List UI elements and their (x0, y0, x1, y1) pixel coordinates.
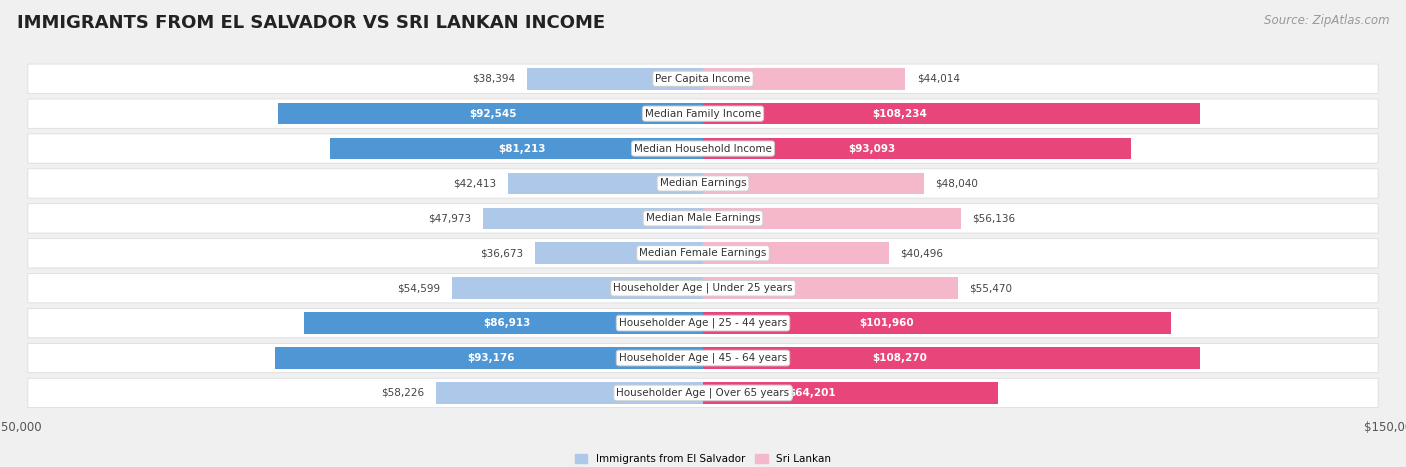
Text: $108,234: $108,234 (872, 109, 927, 119)
FancyBboxPatch shape (28, 308, 1378, 338)
Text: Source: ZipAtlas.com: Source: ZipAtlas.com (1264, 14, 1389, 27)
Text: $42,413: $42,413 (454, 178, 496, 189)
Bar (703, 347, 1201, 369)
Bar (703, 138, 1130, 159)
Bar (436, 382, 703, 404)
Text: $55,470: $55,470 (969, 283, 1012, 293)
Text: $44,014: $44,014 (917, 74, 960, 84)
Text: $48,040: $48,040 (935, 178, 979, 189)
Text: $40,496: $40,496 (900, 248, 943, 258)
Bar (453, 277, 703, 299)
Bar (703, 103, 1201, 125)
FancyBboxPatch shape (28, 64, 1378, 93)
Bar (482, 207, 703, 229)
Text: $81,213: $81,213 (498, 143, 546, 154)
Text: Median Male Earnings: Median Male Earnings (645, 213, 761, 223)
Text: $64,201: $64,201 (789, 388, 835, 398)
Text: $101,960: $101,960 (859, 318, 914, 328)
Bar (703, 173, 924, 194)
FancyBboxPatch shape (28, 378, 1378, 408)
Text: IMMIGRANTS FROM EL SALVADOR VS SRI LANKAN INCOME: IMMIGRANTS FROM EL SALVADOR VS SRI LANKA… (17, 14, 605, 32)
Bar (508, 173, 703, 194)
Text: $56,136: $56,136 (973, 213, 1015, 223)
Text: $58,226: $58,226 (381, 388, 425, 398)
Text: Median Family Income: Median Family Income (645, 109, 761, 119)
Text: $108,270: $108,270 (872, 353, 927, 363)
FancyBboxPatch shape (28, 239, 1378, 268)
Bar (527, 68, 703, 90)
Text: Householder Age | 25 - 44 years: Householder Age | 25 - 44 years (619, 318, 787, 328)
FancyBboxPatch shape (28, 134, 1378, 163)
Bar (278, 103, 703, 125)
Text: $36,673: $36,673 (479, 248, 523, 258)
Text: Median Earnings: Median Earnings (659, 178, 747, 189)
Text: Householder Age | Over 65 years: Householder Age | Over 65 years (616, 388, 790, 398)
Text: Median Household Income: Median Household Income (634, 143, 772, 154)
Bar (304, 312, 703, 334)
Text: Householder Age | Under 25 years: Householder Age | Under 25 years (613, 283, 793, 293)
Bar (703, 312, 1171, 334)
Bar (703, 382, 998, 404)
Text: Per Capita Income: Per Capita Income (655, 74, 751, 84)
Legend: Immigrants from El Salvador, Sri Lankan: Immigrants from El Salvador, Sri Lankan (571, 450, 835, 467)
Text: $47,973: $47,973 (427, 213, 471, 223)
Text: $92,545: $92,545 (470, 109, 517, 119)
Text: $93,176: $93,176 (468, 353, 515, 363)
FancyBboxPatch shape (28, 274, 1378, 303)
FancyBboxPatch shape (28, 169, 1378, 198)
Text: $38,394: $38,394 (472, 74, 515, 84)
Bar (276, 347, 703, 369)
Text: $54,599: $54,599 (398, 283, 440, 293)
Bar (703, 277, 957, 299)
Bar (330, 138, 703, 159)
Bar (534, 242, 703, 264)
FancyBboxPatch shape (28, 99, 1378, 128)
Text: $86,913: $86,913 (484, 318, 531, 328)
FancyBboxPatch shape (28, 343, 1378, 373)
Bar (703, 242, 889, 264)
Bar (703, 207, 960, 229)
Bar (703, 68, 905, 90)
Text: $93,093: $93,093 (848, 143, 896, 154)
Text: Median Female Earnings: Median Female Earnings (640, 248, 766, 258)
Text: Householder Age | 45 - 64 years: Householder Age | 45 - 64 years (619, 353, 787, 363)
FancyBboxPatch shape (28, 204, 1378, 233)
